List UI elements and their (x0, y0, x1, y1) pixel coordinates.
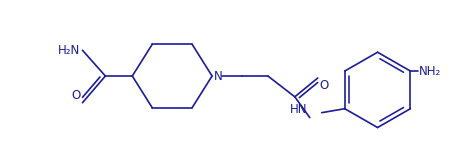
Text: O: O (71, 89, 80, 102)
Text: H₂N: H₂N (58, 44, 80, 57)
Text: O: O (320, 79, 329, 92)
Text: N: N (214, 69, 223, 82)
Text: HN: HN (290, 103, 308, 116)
Text: NH₂: NH₂ (419, 65, 442, 78)
